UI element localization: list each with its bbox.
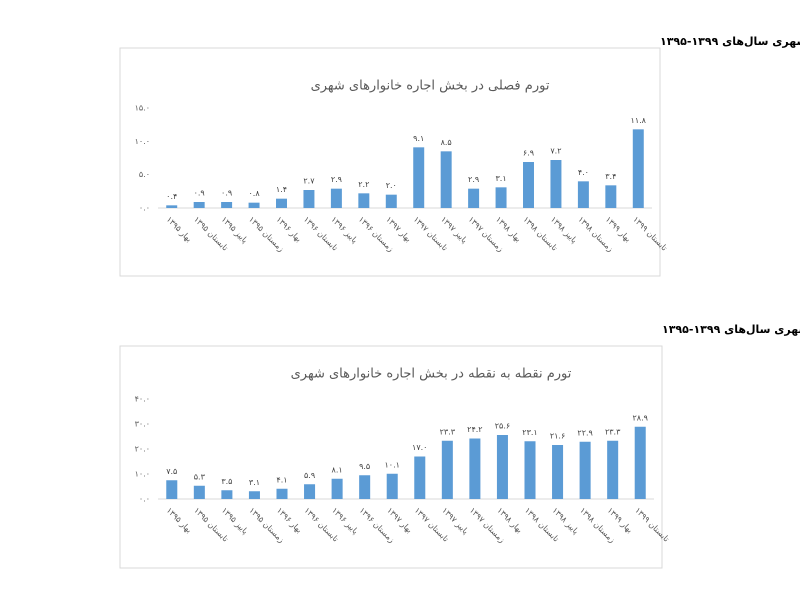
bar — [413, 147, 425, 208]
y-tick-label: ۰.۰ — [139, 495, 150, 504]
chart-frame — [119, 47, 661, 277]
data-label: ۲.۲ — [358, 180, 369, 189]
bar — [468, 188, 480, 208]
data-label: ۸.۱ — [332, 465, 343, 474]
data-label: ۲.۹ — [331, 175, 342, 184]
bar — [496, 435, 508, 499]
bar — [303, 190, 315, 208]
bar — [577, 181, 589, 208]
bar — [469, 438, 481, 499]
bar — [414, 456, 426, 499]
bar — [331, 478, 343, 499]
bar — [441, 440, 453, 499]
data-label: ۳.۱ — [495, 174, 506, 183]
bar — [386, 473, 398, 499]
data-label: ۲۳.۳ — [440, 427, 456, 436]
bar — [550, 160, 562, 208]
data-label: ۱.۴ — [276, 185, 287, 194]
data-label: ۰.۸ — [248, 189, 260, 198]
bar — [634, 426, 646, 499]
y-tick-label: ۴۰.۰ — [135, 395, 150, 404]
bar — [579, 441, 591, 499]
y-tick-label: ۰.۰ — [139, 204, 150, 213]
bar — [166, 480, 178, 499]
chart-title: تورم نقطه به نقطه در بخش اجاره خانوارهای… — [291, 367, 572, 382]
data-label: ۲۱.۶ — [550, 432, 565, 441]
y-tick-label: ۱۰.۰ — [135, 137, 150, 146]
data-label: ۲.۹ — [468, 175, 479, 184]
y-tick-label: ۲۰.۰ — [135, 445, 150, 454]
bar — [524, 441, 536, 499]
bar — [276, 488, 288, 499]
bar — [276, 198, 287, 208]
data-label: ۲۵.۶ — [495, 422, 510, 431]
bar — [166, 205, 178, 208]
data-label: ۰.۹ — [194, 189, 205, 198]
data-label: ۴.۱ — [276, 475, 287, 484]
y-tick-label: ۵.۰ — [139, 170, 150, 179]
bar — [359, 475, 371, 499]
bar — [495, 187, 507, 208]
data-label: ۲۴.۲ — [467, 425, 482, 434]
bar — [440, 151, 452, 208]
y-tick-label: ۱۰.۰ — [135, 470, 150, 479]
data-label: ۳.۵ — [221, 477, 232, 486]
bar — [193, 485, 205, 499]
bar — [605, 185, 617, 208]
data-label: ۴.۰ — [578, 168, 589, 177]
data-label: ۵.۳ — [194, 472, 206, 481]
data-label: ۲.۰ — [386, 181, 397, 190]
data-label: ۰.۴ — [166, 192, 177, 201]
chart-frame — [119, 345, 663, 569]
bar — [193, 202, 205, 208]
data-label: ۹.۵ — [359, 462, 370, 471]
data-label: ۱۱.۸ — [631, 116, 647, 125]
data-label: ۹.۱ — [413, 134, 424, 143]
data-label: ۲۳.۳ — [605, 427, 621, 436]
data-label: ۷.۵ — [166, 467, 177, 476]
data-label: ۲۲.۹ — [577, 428, 592, 437]
bar — [248, 202, 260, 208]
bar — [552, 445, 564, 499]
bar — [221, 202, 233, 208]
data-label: ۲.۷ — [303, 177, 315, 186]
bar — [330, 188, 342, 208]
chart-caption: نمودار ۲- تورم نقطه به نقطه اجاره بهای و… — [662, 323, 800, 336]
chart-caption: نمودار ۱- تورم فصلی اجاره بهای واحدهای م… — [660, 35, 800, 48]
y-tick-label: ۳۰.۰ — [135, 420, 150, 429]
data-label: ۱۰.۱ — [385, 460, 400, 469]
bar — [304, 484, 316, 499]
y-tick-label: ۱۵.۰ — [135, 104, 150, 113]
bar — [358, 193, 370, 208]
chart-title: تورم فصلی در بخش اجاره خانوارهای شهری — [311, 79, 550, 94]
data-label: ۲۳.۱ — [522, 428, 537, 437]
bar — [632, 129, 644, 208]
bar — [607, 440, 619, 499]
data-label: ۰.۹ — [221, 189, 232, 198]
data-label: ۸.۵ — [441, 138, 452, 147]
data-label: ۳.۱ — [249, 478, 260, 487]
bar — [523, 162, 534, 208]
data-label: ۱۷.۰ — [412, 443, 427, 452]
bar — [385, 194, 397, 208]
data-label: ۲۸.۹ — [633, 413, 648, 422]
bar — [221, 490, 233, 499]
data-label: ۷.۲ — [550, 147, 561, 156]
data-label: ۵.۹ — [304, 471, 315, 480]
data-label: ۶.۹ — [523, 149, 534, 158]
data-label: ۳.۴ — [605, 172, 616, 181]
bar — [248, 491, 260, 499]
